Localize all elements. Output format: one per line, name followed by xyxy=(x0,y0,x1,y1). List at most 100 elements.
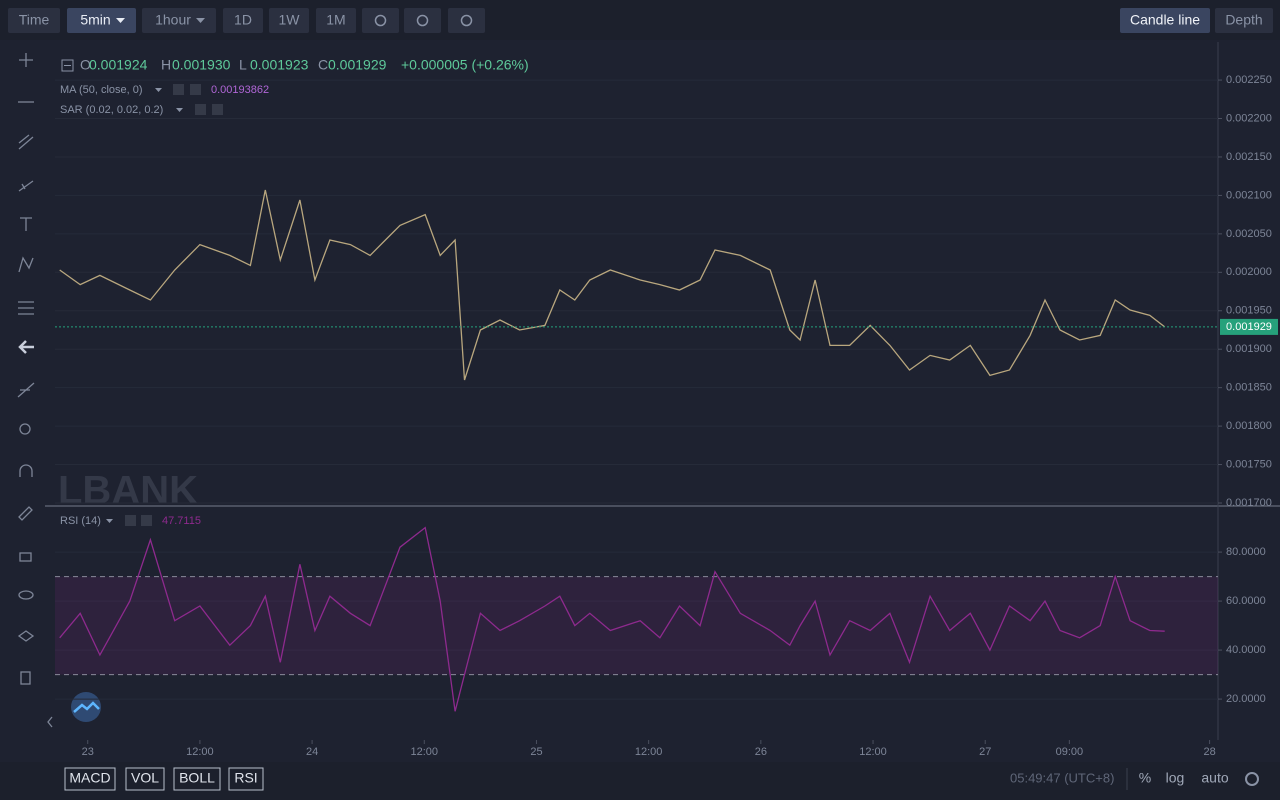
interval-button[interactable] xyxy=(269,8,309,33)
layers-tool[interactable] xyxy=(17,630,35,642)
current-price-label: 0.001929 xyxy=(1226,321,1272,333)
lock-tool[interactable] xyxy=(19,552,32,562)
chart-settings[interactable] xyxy=(1245,772,1259,786)
measure-tool[interactable] xyxy=(17,382,35,398)
y-tick-label: 0.001750 xyxy=(1226,458,1272,470)
indicator-dropdown[interactable] xyxy=(106,519,113,523)
current-price-tag xyxy=(1220,318,1278,335)
settings-button-icon xyxy=(374,14,387,27)
sar-label: SAR (0.02, 0.02, 0.2) xyxy=(60,104,163,116)
view-label: Candle line xyxy=(1130,12,1200,28)
indicator-close[interactable] xyxy=(141,515,152,526)
ohlc-label: L xyxy=(239,57,247,73)
x-tick-label: 27 xyxy=(979,746,991,758)
zoom-tool[interactable] xyxy=(19,423,31,435)
ma-close[interactable] xyxy=(190,84,201,95)
x-tick-label: 28 xyxy=(1203,746,1215,758)
back-tool[interactable] xyxy=(18,340,34,354)
x-tick-label: 12:00 xyxy=(186,746,214,758)
line-series xyxy=(59,189,1166,381)
view-button[interactable] xyxy=(1215,8,1273,33)
magnet-tool[interactable] xyxy=(19,464,33,477)
ma-value: 0.00193862 xyxy=(211,84,269,96)
indicator-title: RSI (14) xyxy=(60,515,101,527)
y-tick-label: 40.0000 xyxy=(1226,644,1266,656)
y-tick-label: 0.001950 xyxy=(1226,305,1272,317)
ohlc-value: 0.001923 xyxy=(250,57,309,73)
y-tick-label: 0.002250 xyxy=(1226,74,1272,86)
x-tick-label: 23 xyxy=(82,746,94,758)
y-tick-label: 60.0000 xyxy=(1226,595,1266,607)
line-series xyxy=(59,526,1165,712)
collapse-button[interactable] xyxy=(47,716,53,728)
y-tick-label: 0.001850 xyxy=(1226,382,1272,394)
y-tick-label: 0.001700 xyxy=(1226,497,1272,509)
indicator-logo xyxy=(71,692,101,722)
sar-close[interactable] xyxy=(212,104,223,115)
ohlc-label: H xyxy=(161,57,171,73)
sar-settings[interactable] xyxy=(195,104,206,115)
interval-label: 5min xyxy=(80,12,110,28)
delete-tool[interactable] xyxy=(20,671,31,685)
indicator-button[interactable] xyxy=(404,8,441,33)
fullscreen-button[interactable] xyxy=(448,8,485,33)
pattern-tool[interactable] xyxy=(18,256,34,273)
sidebar xyxy=(17,53,53,728)
x-tick-label: 09:00 xyxy=(1056,746,1084,758)
trend-tool[interactable] xyxy=(18,134,34,150)
interval-button[interactable] xyxy=(67,8,136,33)
ohlc-value: 0.001924 xyxy=(89,57,148,73)
y-tick-label: 0.001800 xyxy=(1226,420,1272,432)
interval-button[interactable] xyxy=(142,8,216,33)
fib-tool[interactable] xyxy=(18,301,34,315)
settings-button[interactable] xyxy=(362,8,399,33)
interval-button[interactable] xyxy=(8,8,60,33)
sar-dropdown[interactable] xyxy=(176,108,183,112)
interval-label: 1D xyxy=(234,12,252,28)
clock: 05:49:47 (UTC+8) xyxy=(1010,770,1114,785)
fullscreen-button-icon xyxy=(460,14,473,27)
indicator-button[interactable] xyxy=(125,767,165,791)
ma-label: MA (50, close, 0) xyxy=(60,84,143,96)
view-button[interactable] xyxy=(1120,8,1210,33)
indicator-button-label: BOLL xyxy=(179,770,215,786)
y-tick-label: 0.001900 xyxy=(1226,343,1272,355)
interval-label: 1hour xyxy=(155,12,191,28)
ohlc-label: C xyxy=(318,57,328,73)
indicator-button-icon xyxy=(416,14,429,27)
visibility-tool[interactable] xyxy=(18,590,34,600)
y-tick-label: 0.002050 xyxy=(1226,228,1272,240)
log-toggle[interactable]: log xyxy=(1166,770,1185,786)
x-tick-label: 26 xyxy=(755,746,767,758)
dropdown-arrow xyxy=(196,18,205,23)
indicator-button[interactable] xyxy=(228,767,264,791)
ohlc-label: O xyxy=(80,57,91,73)
indicator-button-label: VOL xyxy=(131,770,159,786)
ma-dropdown[interactable] xyxy=(155,88,162,92)
ma-settings[interactable] xyxy=(173,84,184,95)
brush-tool[interactable] xyxy=(18,506,33,521)
indicator-settings[interactable] xyxy=(125,515,136,526)
interval-button[interactable] xyxy=(316,8,356,33)
interval-button[interactable] xyxy=(223,8,263,33)
view-label: Depth xyxy=(1225,12,1262,28)
collapse-legend[interactable] xyxy=(61,59,74,72)
dropdown-arrow xyxy=(116,18,125,23)
indicator-button[interactable] xyxy=(64,767,116,791)
percent-toggle[interactable]: % xyxy=(1139,770,1151,786)
indicator-button[interactable] xyxy=(173,767,221,791)
y-tick-label: 20.0000 xyxy=(1226,693,1266,705)
y-tick-label: 0.002150 xyxy=(1226,151,1272,163)
x-tick-label: 12:00 xyxy=(411,746,439,758)
auto-toggle[interactable]: auto xyxy=(1201,770,1228,786)
ray-tool[interactable] xyxy=(18,180,34,192)
rsi-band xyxy=(55,576,1218,675)
y-tick-label: 0.002200 xyxy=(1226,112,1272,124)
text-tool[interactable] xyxy=(20,217,32,231)
y-tick-label: 0.002000 xyxy=(1226,266,1272,278)
y-tick-label: 0.002100 xyxy=(1226,189,1272,201)
ohlc-value: 0.001929 xyxy=(328,57,387,73)
crosshair-tool[interactable] xyxy=(19,53,33,67)
